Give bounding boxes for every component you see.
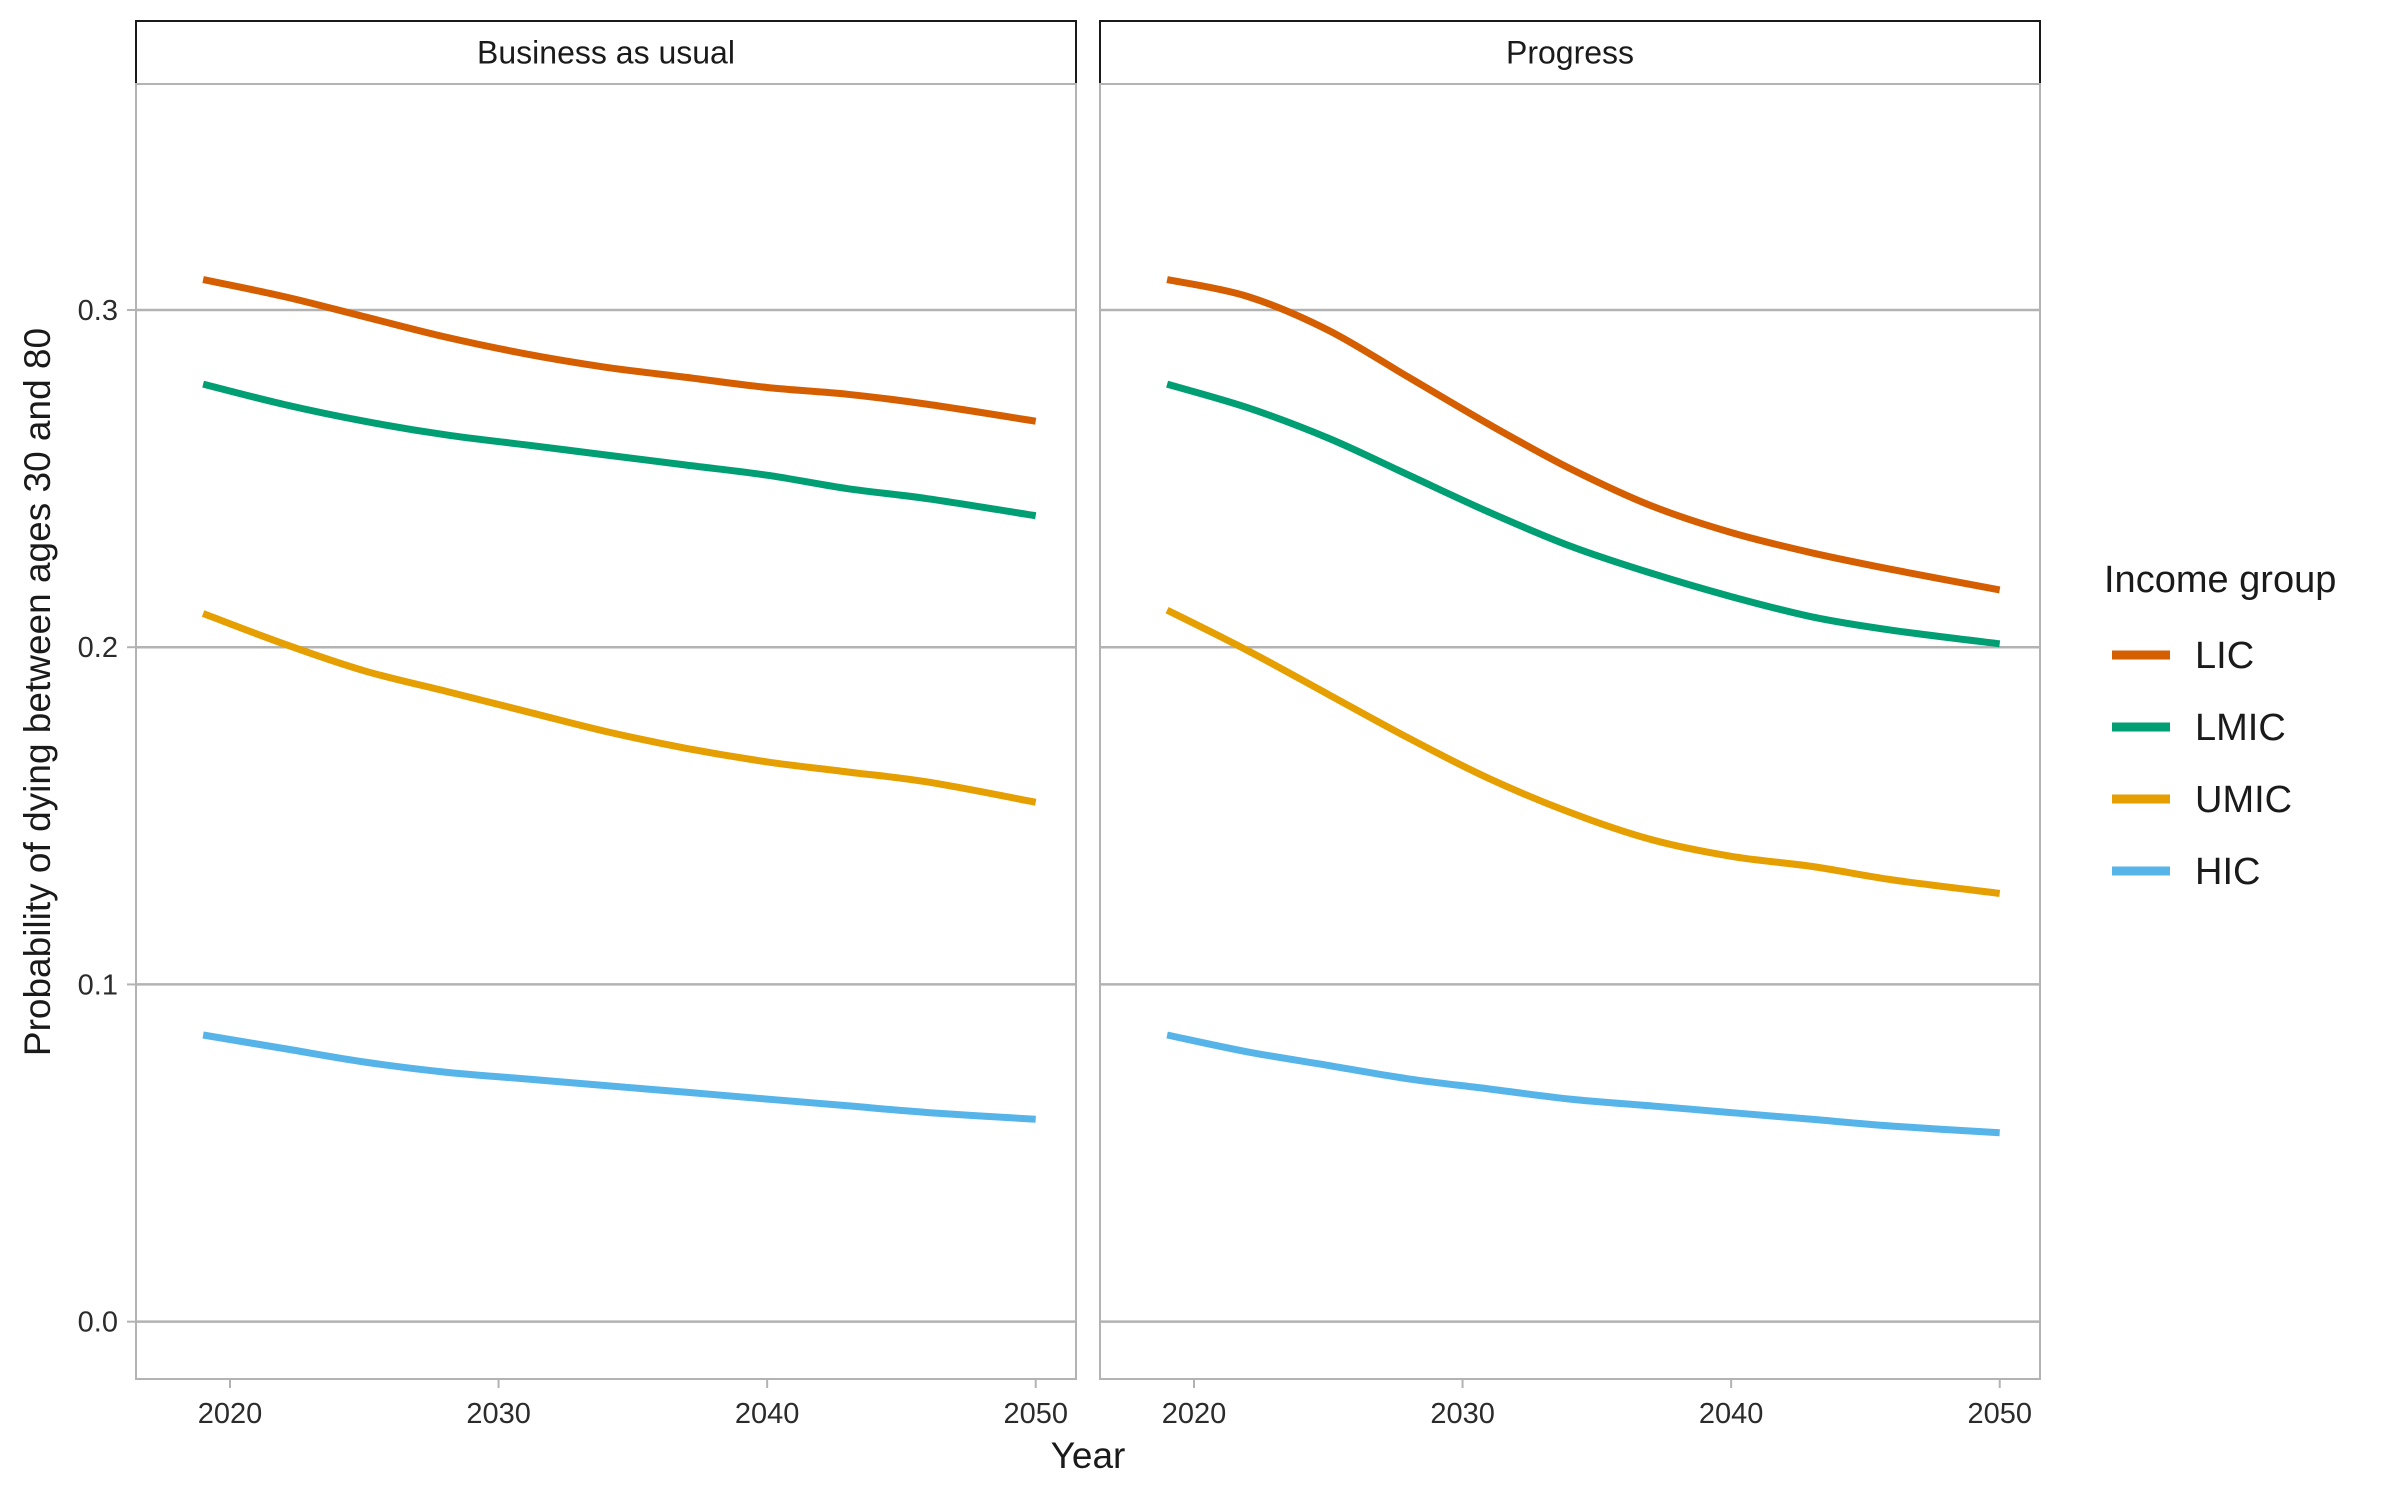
legend-entry-umic: UMIC [2112, 779, 2292, 821]
panel-1: Progress 2020 2030 2040 2050 [1099, 20, 2041, 1430]
x-tick-label: 2040 [735, 1398, 800, 1430]
x-tick-label: 2030 [466, 1398, 531, 1430]
panel-border [1099, 83, 2041, 1380]
series-line-hic [202, 1031, 1036, 1123]
x-axis-title: Year [1051, 1435, 1126, 1476]
legend: Income group LIC LMIC UMIC HIC [2104, 559, 2336, 893]
x-tick-label: 2020 [1162, 1398, 1227, 1430]
legend-label: HIC [2195, 851, 2260, 893]
series-line-umic [1165, 606, 2001, 897]
y-tick-label: 0.0 [78, 1307, 118, 1339]
legend-entry-hic: HIC [2112, 851, 2260, 893]
x-tick-label: 2040 [1699, 1398, 1764, 1430]
facet-strip [135, 20, 1077, 85]
series-line-lic [1166, 276, 2001, 594]
series-line-lmic [1166, 380, 2001, 648]
series-line-hic [1166, 1031, 2000, 1137]
legend-label: LIC [2195, 635, 2254, 677]
panel-border [135, 83, 1077, 1380]
y-tick-label: 0.2 [78, 632, 118, 664]
facet-strip [1099, 20, 2041, 85]
x-tick-label: 2050 [1003, 1398, 1068, 1430]
legend-label: UMIC [2195, 779, 2292, 821]
x-tick-label: 2020 [198, 1398, 263, 1430]
series-line-lic [202, 276, 1037, 425]
y-axis-title: Probability of dying between ages 30 and… [17, 328, 58, 1056]
legend-label: LMIC [2195, 707, 2286, 749]
facet-title: Progress [1506, 35, 1634, 71]
series-line-lmic [202, 380, 1037, 520]
y-tick-label: 0.3 [78, 295, 118, 327]
panels: Business as usual 2020 2030 2040 2050 0.0 0.1 0… [78, 20, 2041, 1430]
panel-0: Business as usual 2020 2030 2040 2050 0.0 0.1 0… [78, 20, 1077, 1430]
legend-entry-lic: LIC [2112, 635, 2254, 677]
x-tick-label: 2030 [1430, 1398, 1495, 1430]
y-tick-label: 0.1 [78, 969, 118, 1001]
x-tick-label: 2050 [1967, 1398, 2032, 1430]
legend-title: Income group [2104, 559, 2336, 601]
series-line-umic [201, 610, 1037, 806]
facet-title: Business as usual [477, 35, 735, 71]
legend-entry-lmic: LMIC [2112, 707, 2286, 749]
